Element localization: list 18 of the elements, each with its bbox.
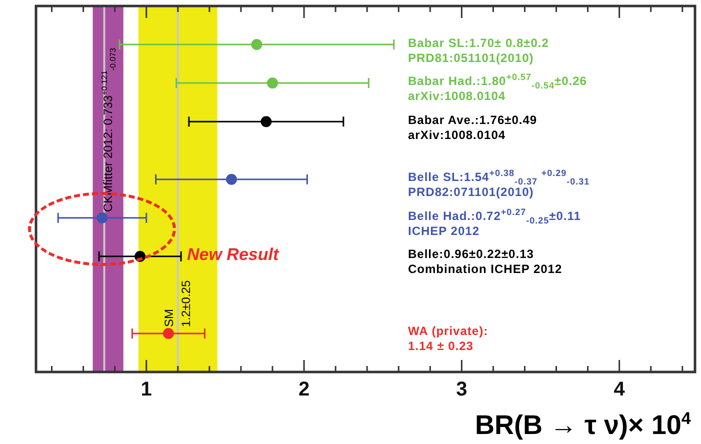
x-tick-label: 4 — [614, 378, 626, 401]
point — [251, 39, 262, 50]
text: WA (private): 1.14 ± 0.23 — [408, 324, 488, 354]
text: Belle Had.:0.72$^{+0.27}$$_{-0.25}$±0.11 ICHEP 2012 — [408, 206, 581, 238]
point — [162, 328, 174, 339]
point — [226, 174, 237, 185]
point — [266, 78, 278, 89]
text: Babar SL:1.70± 0.8±0.2 PRD81:051101(2010) — [408, 36, 549, 66]
text: Babar Had.:1.80$^{+0.57}$$_{-0.54}$±0.26 arXiv:1008.0104 — [408, 72, 587, 104]
point — [260, 116, 272, 128]
x-tick-label: 2 — [298, 378, 310, 401]
x-tick-label: 3 — [456, 378, 468, 401]
point — [96, 212, 108, 224]
text: Babar Ave.:1.76±0.49 arXiv:1008.0104 — [408, 112, 538, 143]
x-tick-label: 1 — [140, 378, 152, 401]
x-axis-title: BR(B → τ ν)× 10$^{4}$ — [475, 409, 691, 441]
text: Belle:0.96±0.22±0.13 Combination ICHEP 2012 — [408, 247, 562, 278]
band-label: SM 1.2±0.25 — [160, 280, 194, 327]
